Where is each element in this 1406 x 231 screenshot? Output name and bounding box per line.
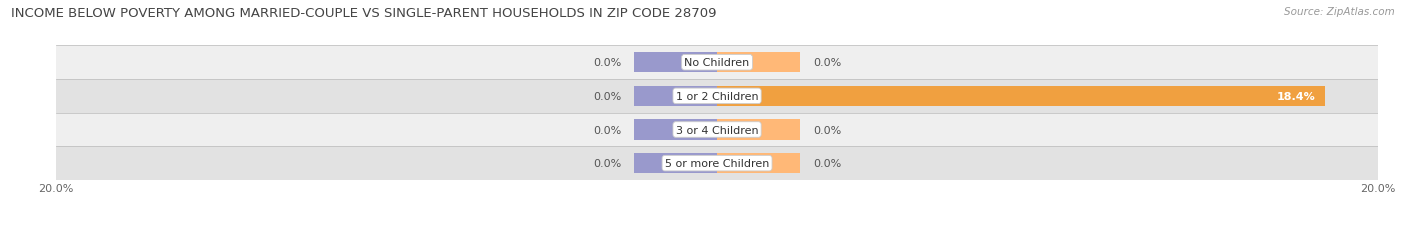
Text: 0.0%: 0.0% — [593, 91, 621, 101]
Bar — [56, 113, 1378, 147]
Bar — [634, 86, 717, 106]
Bar — [717, 86, 1324, 106]
Text: 1 or 2 Children: 1 or 2 Children — [676, 91, 758, 101]
Bar — [56, 147, 1378, 180]
Bar — [56, 46, 1378, 80]
Bar — [717, 120, 800, 140]
Text: 0.0%: 0.0% — [593, 58, 621, 68]
Text: 0.0%: 0.0% — [593, 125, 621, 135]
Text: 3 or 4 Children: 3 or 4 Children — [676, 125, 758, 135]
Bar — [634, 120, 717, 140]
Text: 0.0%: 0.0% — [813, 58, 841, 68]
Text: 18.4%: 18.4% — [1277, 91, 1315, 101]
Bar — [634, 53, 717, 73]
Bar — [56, 80, 1378, 113]
Text: 5 or more Children: 5 or more Children — [665, 158, 769, 168]
Bar — [717, 53, 800, 73]
Text: 0.0%: 0.0% — [813, 125, 841, 135]
Text: INCOME BELOW POVERTY AMONG MARRIED-COUPLE VS SINGLE-PARENT HOUSEHOLDS IN ZIP COD: INCOME BELOW POVERTY AMONG MARRIED-COUPL… — [11, 7, 717, 20]
Text: 0.0%: 0.0% — [593, 158, 621, 168]
Text: 0.0%: 0.0% — [813, 158, 841, 168]
Bar — [634, 153, 717, 173]
Text: No Children: No Children — [685, 58, 749, 68]
Bar — [717, 153, 800, 173]
Text: Source: ZipAtlas.com: Source: ZipAtlas.com — [1284, 7, 1395, 17]
